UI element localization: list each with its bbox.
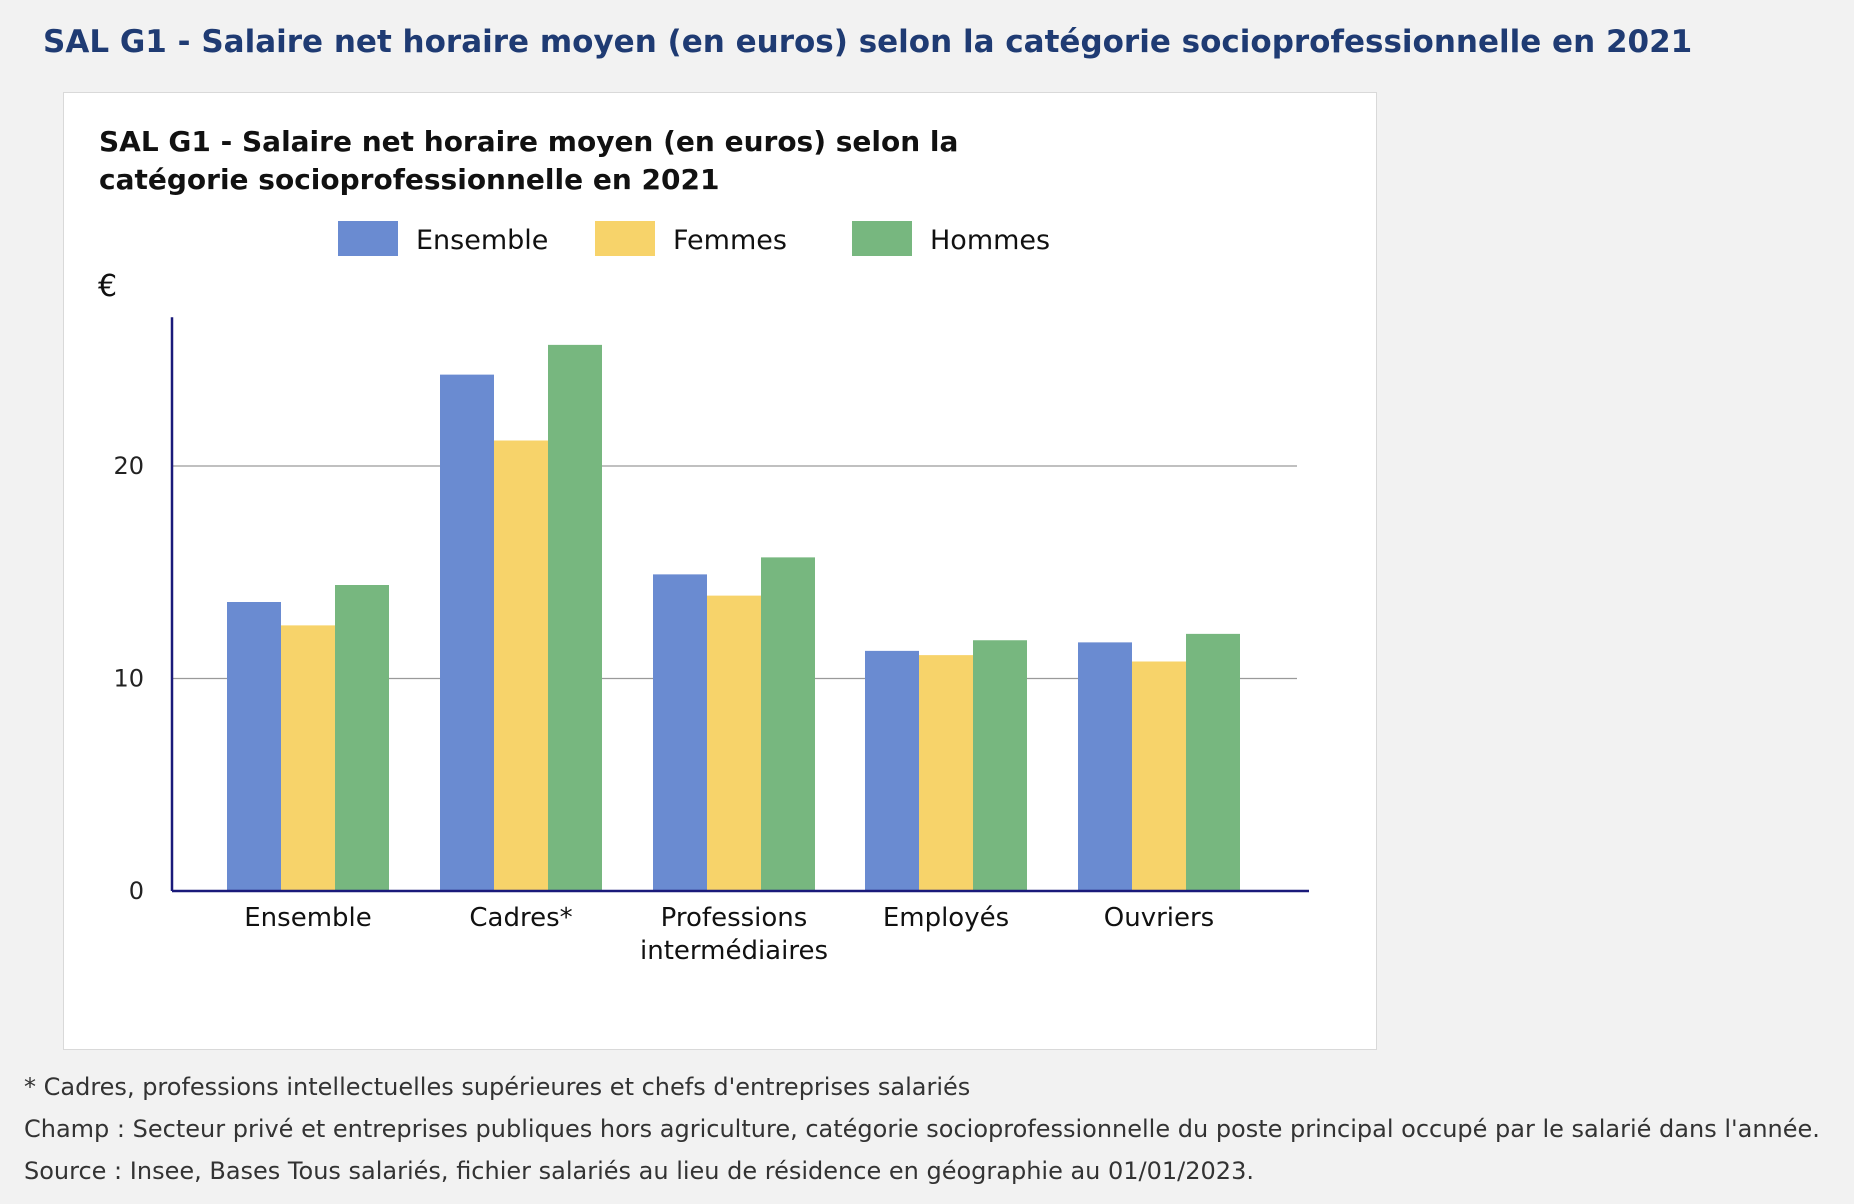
bar-hommes-0 — [335, 585, 389, 891]
bar-hommes-2 — [761, 557, 815, 891]
footnote-champ: Champ : Secteur privé et entreprises pub… — [24, 1115, 1820, 1143]
x-tick-label-0: Ensemble — [244, 903, 372, 933]
chart-card: SAL G1 - Salaire net horaire moyen (en e… — [63, 92, 1377, 1050]
bar-ensemble-3 — [865, 650, 919, 891]
footnote-source: Source : Insee, Bases Tous salariés, fic… — [24, 1157, 1254, 1185]
legend-label-hommes: Hommes — [930, 225, 1050, 256]
chart-title: SAL G1 - Salaire net horaire moyen (en e… — [99, 125, 959, 196]
y-axis-label: € — [98, 269, 117, 304]
x-tick-label-2-0: Professions — [661, 903, 808, 933]
x-tick-label-3: Employés — [883, 903, 1009, 933]
legend-swatch-femmes — [595, 221, 655, 256]
bar-ensemble-0 — [227, 602, 281, 891]
y-tick-label-20: 20 — [113, 452, 144, 480]
x-tick-label-1: Cadres* — [469, 903, 572, 933]
bar-ensemble-4 — [1078, 642, 1132, 891]
footnote-note: * Cadres, professions intellectuelles su… — [24, 1073, 971, 1101]
bar-femmes-4 — [1132, 661, 1186, 891]
bar-hommes-1 — [548, 344, 602, 891]
bar-femmes-2 — [707, 595, 761, 891]
x-tick-label-4: Ouvriers — [1104, 903, 1214, 933]
bar-femmes-0 — [281, 625, 335, 891]
legend-label-femmes: Femmes — [673, 225, 787, 256]
legend-swatch-ensemble — [338, 221, 398, 256]
bar-hommes-3 — [973, 640, 1027, 891]
y-tick-label-0: 0 — [129, 877, 144, 905]
bar-femmes-3 — [919, 655, 973, 891]
legend-label-ensemble: Ensemble — [416, 225, 548, 256]
legend-swatch-hommes — [852, 221, 912, 256]
bar-chart: 0 10 20 € Ensemble Femmes Hommes Ensemble Cadres… — [98, 221, 1309, 966]
bar-ensemble-1 — [440, 374, 494, 891]
bar-ensemble-2 — [653, 574, 707, 891]
footnotes: * Cadres, professions intellectuelles su… — [24, 1066, 1820, 1192]
y-tick-label-10: 10 — [113, 665, 144, 693]
page-title: SAL G1 - Salaire net horaire moyen (en e… — [43, 24, 1693, 60]
x-tick-label-2-1: intermédiaires — [640, 936, 828, 966]
bar-femmes-1 — [494, 440, 548, 891]
bar-hommes-4 — [1186, 633, 1240, 891]
